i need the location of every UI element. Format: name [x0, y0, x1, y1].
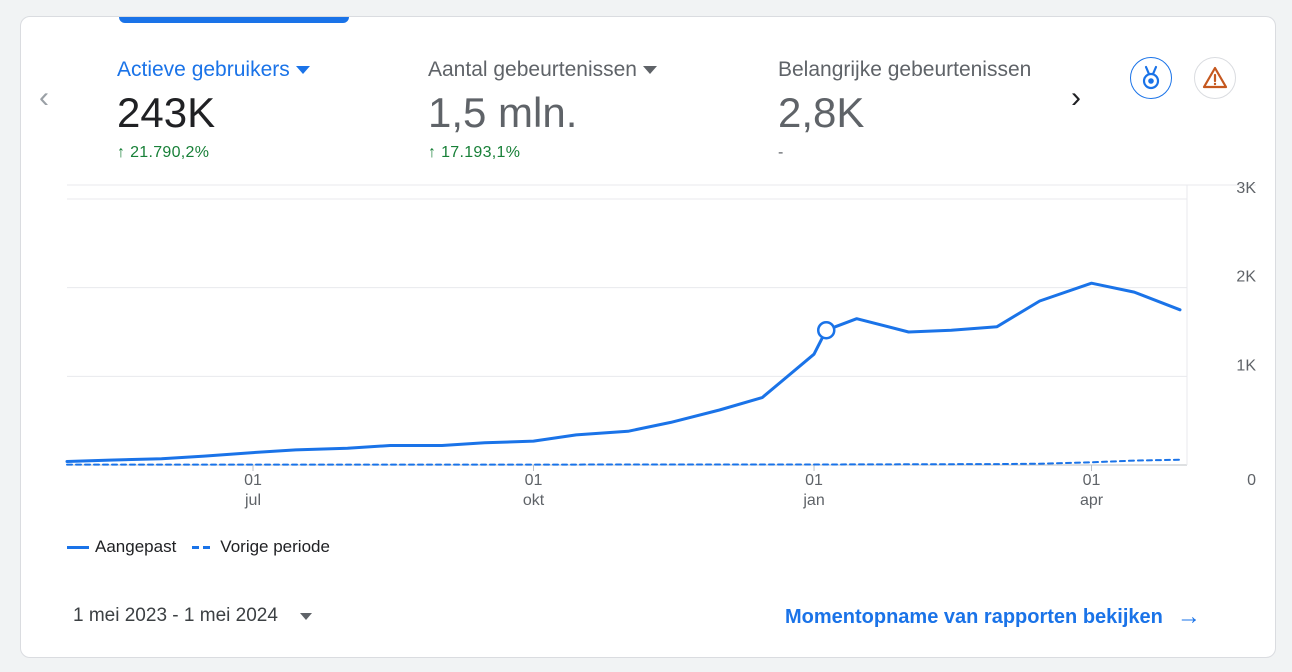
arrow-right-icon: →	[1176, 603, 1201, 630]
metric-value: 243K	[117, 89, 216, 136]
date-range-selector[interactable]: 1 mei 2023 - 1 mei 2024	[73, 605, 312, 627]
arrow-up-icon: ↑	[428, 144, 437, 161]
metric-value: 1,5 mln.	[428, 89, 578, 136]
legend-item-current: Aangepast	[67, 537, 176, 557]
line-chart: 0 1K 2K 3K 01 jul 01 okt 01 jan 01 apr	[65, 180, 1256, 509]
y-tick-label: 3K	[1236, 180, 1256, 197]
warning-icon	[1202, 66, 1228, 89]
x-tick-day: 01	[244, 472, 262, 489]
caret-down-icon	[295, 66, 310, 75]
metric-delta: ↑ 21.790,2%	[117, 144, 210, 161]
metric-value: 2,8K	[778, 89, 865, 136]
arrow-up-icon: ↑	[117, 144, 126, 161]
active-tab-indicator	[119, 17, 349, 23]
view-snapshot-link[interactable]: Momentopname van rapporten bekijken →	[785, 603, 1201, 630]
warning-button[interactable]	[1194, 57, 1236, 99]
metric-label: Actieve gebruikers	[117, 57, 357, 83]
x-tick-month: jul	[244, 492, 261, 509]
overview-card: ‹ Actieve gebruikers 243K ↑ 21.790,2% Aa…	[20, 16, 1276, 658]
chevron-right-icon[interactable]: ›	[1071, 81, 1081, 114]
legend-dashed-swatch	[192, 545, 215, 549]
series-current-line	[65, 281, 1182, 463]
chart-legend: Aangepast Vorige periode	[67, 537, 346, 557]
y-tick-label: 0	[1247, 472, 1256, 489]
insights-button[interactable]	[1130, 57, 1172, 99]
chevron-left-icon[interactable]: ‹	[39, 81, 49, 114]
x-tick-day: 01	[525, 472, 543, 489]
x-tick-month: jan	[802, 492, 824, 509]
metric-tab-key-events[interactable]: Belangrijke gebeurtenissen 2,8K -	[778, 57, 1053, 163]
x-tick-day: 01	[1083, 472, 1101, 489]
series-previous-period-line	[66, 458, 1181, 466]
caret-down-icon	[299, 612, 312, 620]
metric-delta: ↑ 17.193,1%	[428, 144, 521, 161]
highlight-point	[816, 320, 836, 340]
date-range-label: 1 mei 2023 - 1 mei 2024	[73, 605, 278, 626]
y-tick-label: 1K	[1236, 357, 1256, 374]
legend-item-previous: Vorige periode	[192, 537, 330, 557]
x-tick-month: apr	[1080, 492, 1104, 509]
legend-solid-swatch	[67, 545, 89, 549]
medal-icon	[1142, 65, 1160, 90]
metric-tab-active-users[interactable]: Actieve gebruikers 243K ↑ 21.790,2%	[117, 57, 357, 163]
metric-tab-event-count[interactable]: Aantal gebeurtenissen 1,5 mln. ↑ 17.193,…	[428, 57, 708, 163]
metric-delta: -	[778, 144, 784, 161]
x-tick-day: 01	[805, 472, 823, 489]
metric-label: Belangrijke gebeurtenissen	[778, 58, 1032, 81]
y-tick-label: 2K	[1236, 269, 1256, 286]
x-tick-month: okt	[523, 492, 545, 509]
metric-label: Aantal gebeurtenissen	[428, 57, 708, 83]
caret-down-icon	[643, 66, 657, 75]
